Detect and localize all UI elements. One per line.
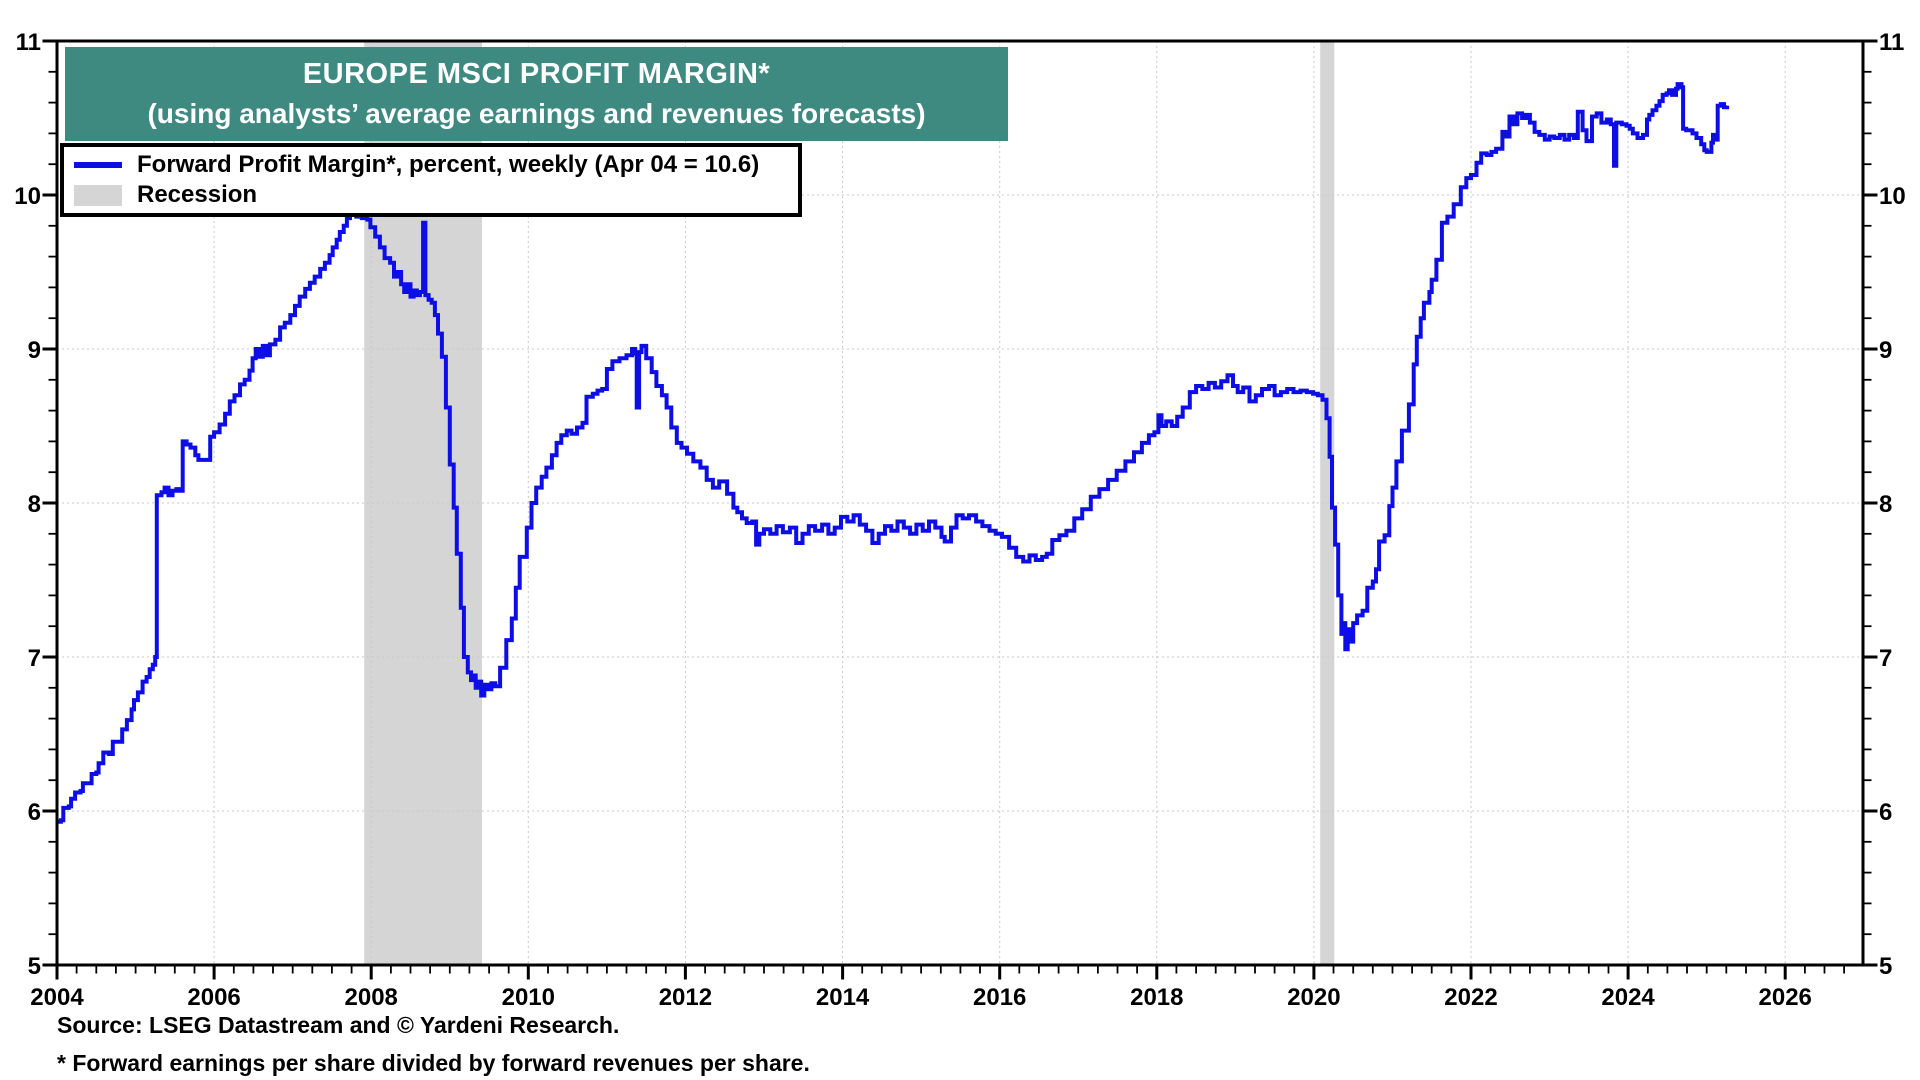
x-axis-label: 2006 (187, 984, 240, 1011)
x-axis-label: 2004 (30, 984, 84, 1011)
series-legend-label: Forward Profit Margin*, percent, weekly … (137, 151, 760, 178)
chart-subtitle: (using analysts’ average earnings and re… (147, 98, 926, 129)
chart-title-box: EUROPE MSCI PROFIT MARGIN* (using analys… (65, 47, 1008, 141)
forward-profit-margin-line (57, 82, 1730, 824)
y-axis-label-right: 8 (1879, 491, 1892, 518)
y-axis-label-left: 9 (28, 337, 41, 364)
y-axis-label-left: 10 (14, 183, 41, 210)
y-axis-label-left: 8 (28, 491, 41, 518)
chart-title: EUROPE MSCI PROFIT MARGIN* (302, 58, 771, 90)
y-axis-label-right: 6 (1879, 799, 1892, 826)
x-axis-label: 2024 (1601, 984, 1655, 1011)
legend-row-series: Forward Profit Margin*, percent, weekly … (74, 150, 788, 180)
plot-frame (55, 39, 1865, 967)
y-axis-label-right: 10 (1879, 183, 1906, 210)
x-axis-label: 2016 (973, 984, 1026, 1011)
x-axis-label: 2012 (659, 984, 712, 1011)
x-axis-label: 2022 (1444, 984, 1497, 1011)
x-axis-label: 2010 (502, 984, 555, 1011)
chart-legend: Forward Profit Margin*, percent, weekly … (60, 143, 802, 217)
x-axis-label: 2008 (345, 984, 398, 1011)
axis-labels: 2004 2006 2008 2010 2012 2014 2016 2018 2020 2022… (14, 29, 1905, 1011)
y-axis-label-right: 7 (1879, 645, 1892, 672)
recession-legend-label: Recession (137, 181, 258, 208)
source-note: Source: LSEG Datastream and © Yardeni Re… (57, 1012, 620, 1038)
y-axis-label-left: 6 (28, 799, 41, 826)
y-axis-label-right: 9 (1879, 337, 1892, 364)
series-line-swatch (74, 162, 122, 168)
recession-swatch (74, 184, 122, 206)
x-axis-label: 2014 (816, 984, 870, 1011)
y-axis-label-left: 5 (28, 953, 41, 980)
axis-ticks (42, 39, 1878, 980)
y-axis-label-right: 11 (1879, 29, 1904, 56)
x-axis-label: 2026 (1759, 984, 1812, 1011)
footnote: * Forward earnings per share divided by … (57, 1050, 810, 1076)
gridlines (57, 41, 1863, 965)
y-axis-label-left: 11 (16, 29, 41, 56)
x-axis-label: 2020 (1287, 984, 1340, 1011)
legend-row-recession: Recession (74, 180, 788, 210)
y-axis-label-left: 7 (28, 645, 41, 672)
y-axis-label-right: 5 (1879, 953, 1892, 980)
x-axis-label: 2018 (1130, 984, 1183, 1011)
